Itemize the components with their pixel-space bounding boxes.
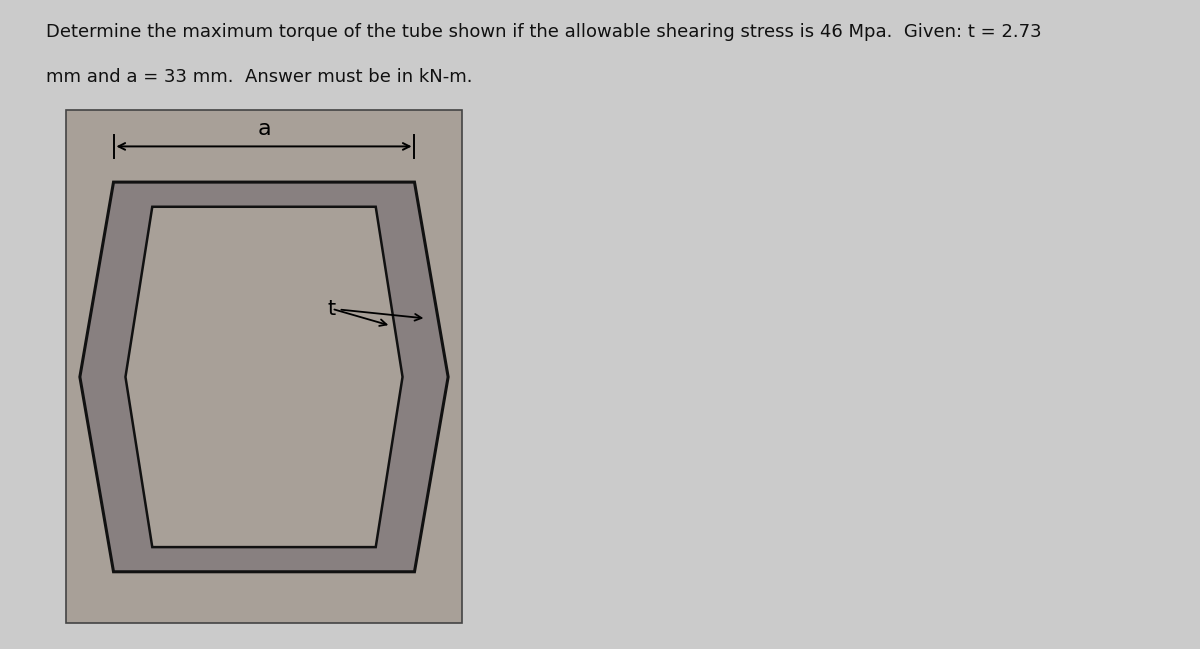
Text: Determine the maximum torque of the tube shown if the allowable shearing stress : Determine the maximum torque of the tube…: [46, 23, 1042, 41]
Bar: [66, 110, 462, 623]
Polygon shape: [126, 207, 402, 547]
Text: t: t: [328, 299, 421, 321]
Text: mm and a = 33 mm.  Answer must be in kN-m.: mm and a = 33 mm. Answer must be in kN-m…: [46, 68, 472, 86]
Polygon shape: [80, 182, 448, 572]
Text: a: a: [257, 119, 271, 139]
